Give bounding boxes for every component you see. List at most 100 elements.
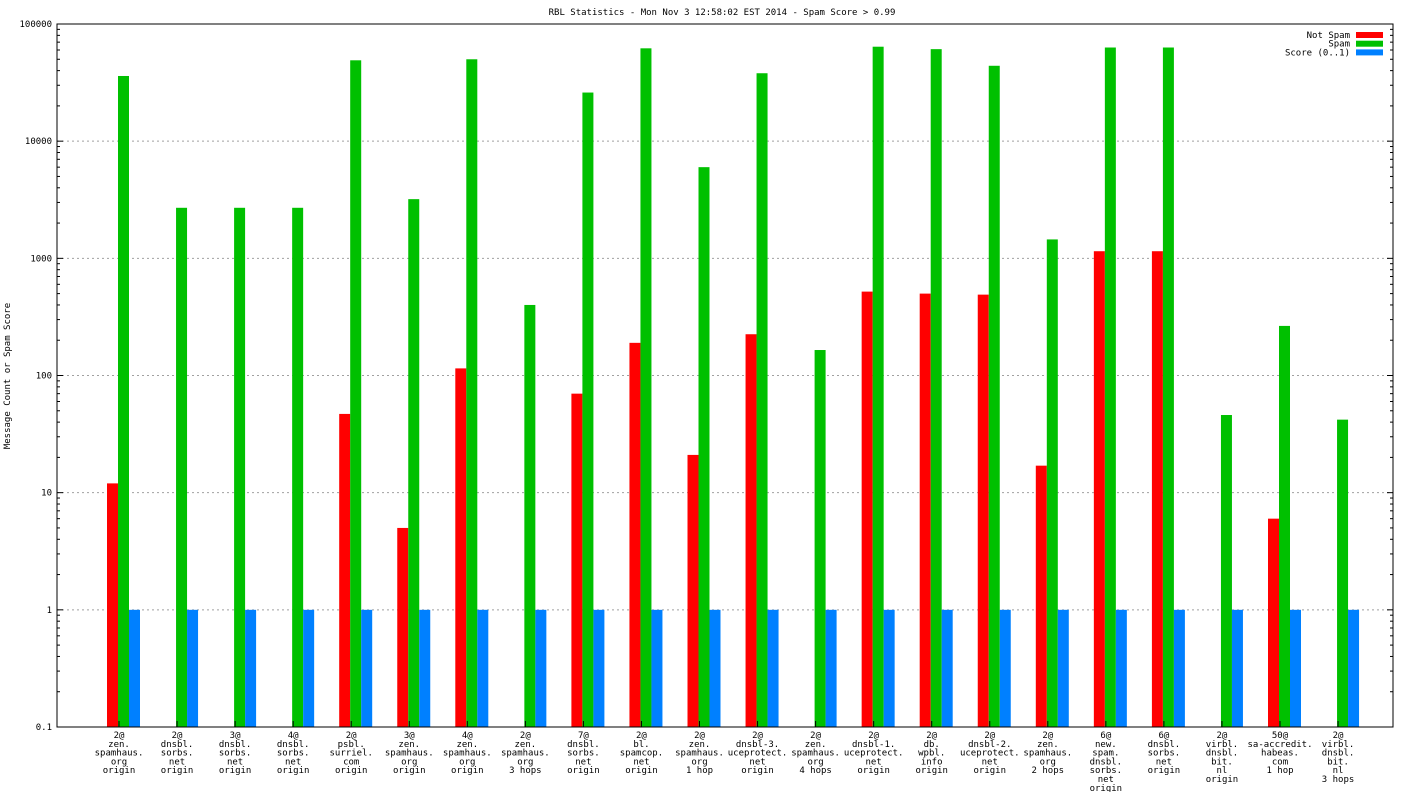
x-tick-label: origin (1148, 766, 1181, 776)
x-tick-label: 2@ (694, 731, 705, 741)
x-tick-label: 4 hops (799, 766, 832, 776)
bar-spam (872, 46, 884, 728)
x-tick-label: 7@ (578, 731, 589, 741)
bar-not-spam (1151, 251, 1163, 728)
bar-not-spam (455, 368, 467, 727)
x-tick-label: habeas. (1261, 749, 1299, 759)
x-tick-label: origin (741, 766, 774, 776)
bar-not-spam (1093, 251, 1105, 728)
x-tick-label: bit. (1327, 757, 1349, 767)
bar-score-0-1 (1231, 609, 1243, 727)
x-tick-label: net (169, 757, 185, 767)
x-tick-label: virbl. (1322, 740, 1355, 750)
x-tick-label: dnsbl. (219, 740, 252, 750)
bar-not-spam (745, 334, 757, 727)
x-tick-label: spam. (1092, 749, 1119, 759)
x-tick-label: uceprotect. (844, 749, 904, 759)
y-tick-label: 1000 (30, 254, 52, 264)
x-axis-ticks: 2@zen.spamhaus.orgorigin2@dnsbl.sorbs.ne… (95, 721, 1355, 792)
x-tick-label: 2@ (752, 731, 763, 741)
x-tick-label: origin (857, 766, 890, 776)
x-tick-label: 2@ (1042, 731, 1053, 741)
x-tick-label: net (575, 757, 591, 767)
bar-not-spam (977, 294, 989, 727)
bar-spam (756, 73, 768, 727)
bar-not-spam (687, 454, 699, 727)
bar-score-0-1 (187, 609, 199, 727)
bar-spam (234, 207, 246, 728)
x-tick-label: zen. (689, 740, 711, 750)
x-tick-label: sorbs. (161, 749, 194, 759)
bar-not-spam (571, 393, 583, 727)
x-tick-label: 3 hops (509, 766, 542, 776)
x-tick-label: 4@ (462, 731, 473, 741)
bar-score-0-1 (941, 609, 953, 727)
bar-spam (814, 350, 826, 727)
x-tick-label: zen. (515, 740, 537, 750)
x-tick-label: net (227, 757, 243, 767)
x-tick-label: sorbs. (277, 749, 310, 759)
x-tick-label: 3 hops (1322, 775, 1355, 785)
x-tick-label: origin (161, 766, 194, 776)
bar-not-spam (339, 413, 351, 727)
x-tick-label: dnsbl. (1322, 749, 1355, 759)
x-tick-label: origin (451, 766, 484, 776)
bar-spam (698, 167, 710, 728)
x-tick-label: 2@ (172, 731, 183, 741)
x-tick-label: com (343, 757, 359, 767)
x-tick-label: nl (1333, 766, 1344, 776)
bar-score-0-1 (535, 609, 547, 727)
x-tick-label: org (401, 757, 417, 767)
x-tick-label: new. (1095, 740, 1117, 750)
bar-score-0-1 (651, 609, 663, 727)
x-tick-label: spamcop. (620, 749, 663, 759)
x-tick-label: spamhaus. (1023, 749, 1072, 759)
x-tick-label: bit. (1211, 757, 1233, 767)
bar-not-spam (1268, 518, 1279, 727)
x-tick-label: 2@ (810, 731, 821, 741)
x-tick-label: surriel. (330, 749, 373, 759)
bar-spam (1337, 419, 1349, 727)
x-tick-label: 2@ (1333, 731, 1344, 741)
bar-spam (350, 60, 362, 727)
bar-not-spam (107, 483, 118, 727)
x-tick-label: org (517, 757, 533, 767)
x-tick-label: net (982, 757, 998, 767)
x-tick-label: origin (277, 766, 310, 776)
x-tick-label: sorbs. (1090, 766, 1123, 776)
y-tick-label: 10000 (25, 137, 52, 147)
x-tick-label: origin (567, 766, 600, 776)
x-tick-label: spamhaus. (501, 749, 550, 759)
x-tick-label: zen. (108, 740, 130, 750)
x-tick-label: org (111, 757, 127, 767)
x-tick-label: spamhaus. (675, 749, 724, 759)
y-axis-label: Message Count or Spam Score (3, 303, 13, 449)
x-tick-label: zen. (456, 740, 478, 750)
bar-spam (1046, 239, 1058, 727)
bar-score-0-1 (361, 609, 373, 727)
x-tick-label: 2@ (984, 731, 995, 741)
x-tick-label: 2@ (346, 731, 357, 741)
bar-score-0-1 (767, 609, 779, 727)
x-tick-label: net (285, 757, 301, 767)
bar-spam (988, 65, 1000, 728)
x-tick-label: dnsbl. (1206, 749, 1239, 759)
x-tick-label: 3@ (230, 731, 241, 741)
y-tick-label: 100000 (19, 20, 52, 30)
x-tick-label: net (1098, 775, 1114, 785)
bar-score-0-1 (1115, 609, 1127, 727)
x-tick-label: origin (103, 766, 136, 776)
bar-spam (640, 48, 652, 728)
x-tick-label: sa-accredit. (1247, 740, 1312, 750)
x-tick-label: dnsbl. (1090, 757, 1123, 767)
x-tick-label: zen. (805, 740, 827, 750)
y-tick-label: 0.1 (36, 723, 52, 733)
x-tick-label: org (807, 757, 823, 767)
bar-spam (1104, 47, 1116, 727)
bar-score-0-1 (1173, 609, 1185, 727)
x-tick-label: org (1040, 757, 1056, 767)
x-tick-label: origin (625, 766, 658, 776)
bar-score-0-1 (1348, 609, 1360, 727)
x-tick-label: net (749, 757, 765, 767)
